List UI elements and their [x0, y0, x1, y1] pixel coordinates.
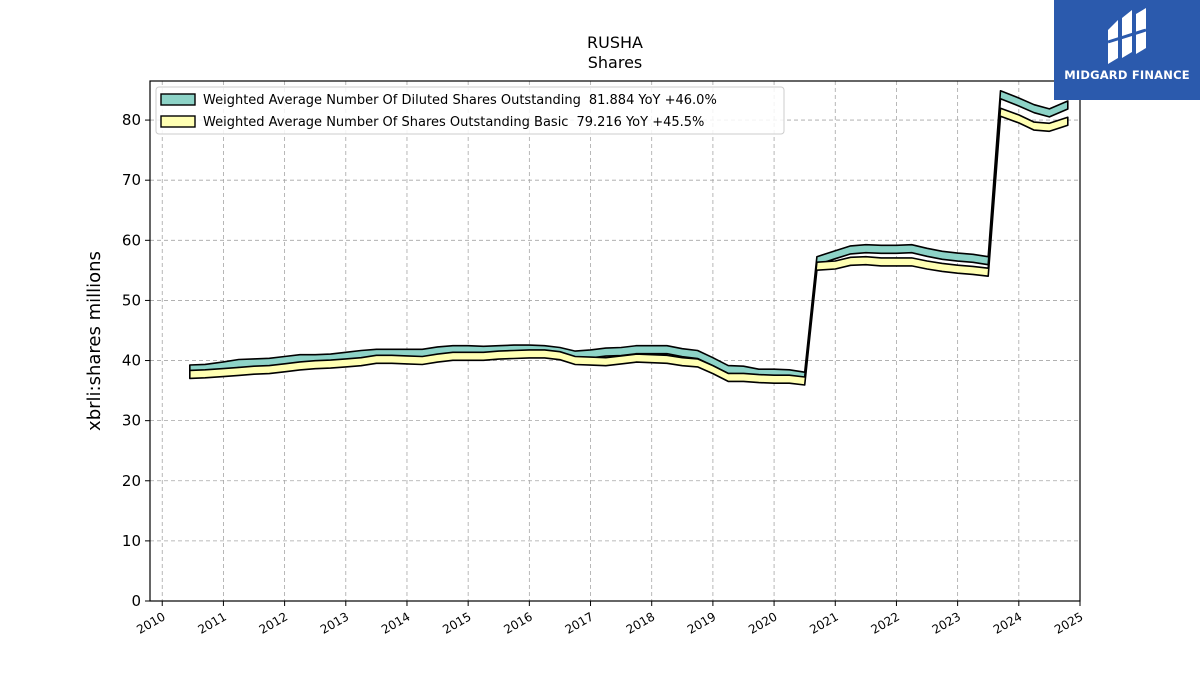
- x-tick-label-2017: 2017: [563, 609, 596, 636]
- logo-mark-icon: [1107, 8, 1147, 64]
- plot-frame: [149, 80, 1081, 602]
- x-tick-label-2025: 2025: [1052, 609, 1085, 636]
- y-tick-label-30: 30: [122, 412, 141, 430]
- legend-label-basic: Weighted Average Number Of Shares Outsta…: [203, 115, 704, 130]
- x-tick-label-2021: 2021: [807, 609, 840, 636]
- x-tick-label-2024: 2024: [991, 609, 1024, 636]
- legend-swatch-diluted: [160, 93, 196, 106]
- series-layer: [189, 90, 1069, 386]
- y-tick-label-60: 60: [122, 231, 141, 249]
- x-tick-label-2012: 2012: [257, 609, 290, 636]
- y-tick-label-10: 10: [122, 532, 141, 550]
- x-tick-label-2020: 2020: [746, 609, 779, 636]
- x-tick-label-2022: 2022: [868, 609, 901, 636]
- x-tick-label-2010: 2010: [134, 609, 167, 636]
- legend-box: [155, 86, 785, 135]
- logo-text: MIDGARD FINANCE: [1064, 68, 1190, 82]
- chart-subtitle: Shares: [588, 53, 643, 72]
- y-tick-label-40: 40: [122, 352, 141, 370]
- legend-label-diluted: Weighted Average Number Of Diluted Share…: [203, 93, 717, 108]
- legend-yoy-basic: YoY +45.5%: [625, 115, 704, 130]
- y-tick-label-50: 50: [122, 291, 141, 309]
- y-axis: 0 10 20 30 40 50 60 70 80: [122, 111, 150, 610]
- series-band-basic: [189, 107, 1069, 386]
- grid: [150, 81, 1081, 602]
- legend-yoy-diluted: YoY +46.0%: [637, 93, 716, 108]
- y-tick-label-20: 20: [122, 472, 141, 490]
- x-tick-label-2016: 2016: [501, 609, 534, 636]
- legend-value-basic: 79.216: [576, 115, 622, 130]
- y-axis-label: xbrli:shares millions: [84, 251, 105, 431]
- legend-series-name-basic: Weighted Average Number Of Shares Outsta…: [203, 115, 568, 130]
- x-tick-label-2015: 2015: [440, 609, 473, 636]
- midgard-finance-logo: MIDGARD FINANCE: [1054, 0, 1200, 100]
- legend-swatch-basic: [160, 115, 196, 128]
- y-tick-label-70: 70: [122, 171, 141, 189]
- legend-value-diluted: 81.884: [589, 93, 635, 108]
- x-tick-label-2018: 2018: [624, 609, 657, 636]
- chart-title: RUSHA: [587, 33, 643, 52]
- x-axis: 2010 2011 2012 2013 2014 2015 2016 2017 2018 2019…: [134, 601, 1086, 637]
- x-tick-label-2023: 2023: [930, 609, 963, 636]
- y-tick-label-0: 0: [131, 592, 141, 610]
- y-tick-label-80: 80: [122, 111, 141, 129]
- x-tick-label-2019: 2019: [685, 609, 718, 636]
- x-tick-label-2014: 2014: [379, 609, 412, 636]
- legend: Weighted Average Number Of Diluted Share…: [155, 86, 785, 135]
- legend-series-name-diluted: Weighted Average Number Of Diluted Share…: [203, 93, 581, 108]
- x-tick-label-2013: 2013: [318, 609, 351, 636]
- x-tick-label-2011: 2011: [195, 609, 228, 636]
